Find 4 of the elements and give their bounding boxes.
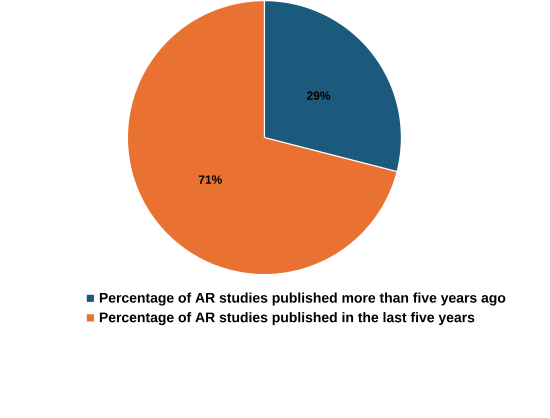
- legend-label: Percentage of AR studies published in the last five years: [100, 312, 474, 325]
- data-label: 29%: [307, 91, 330, 100]
- legend-label: Percentage of AR studies published more than five years ago: [100, 292, 506, 306]
- data-label: 71%: [198, 175, 222, 184]
